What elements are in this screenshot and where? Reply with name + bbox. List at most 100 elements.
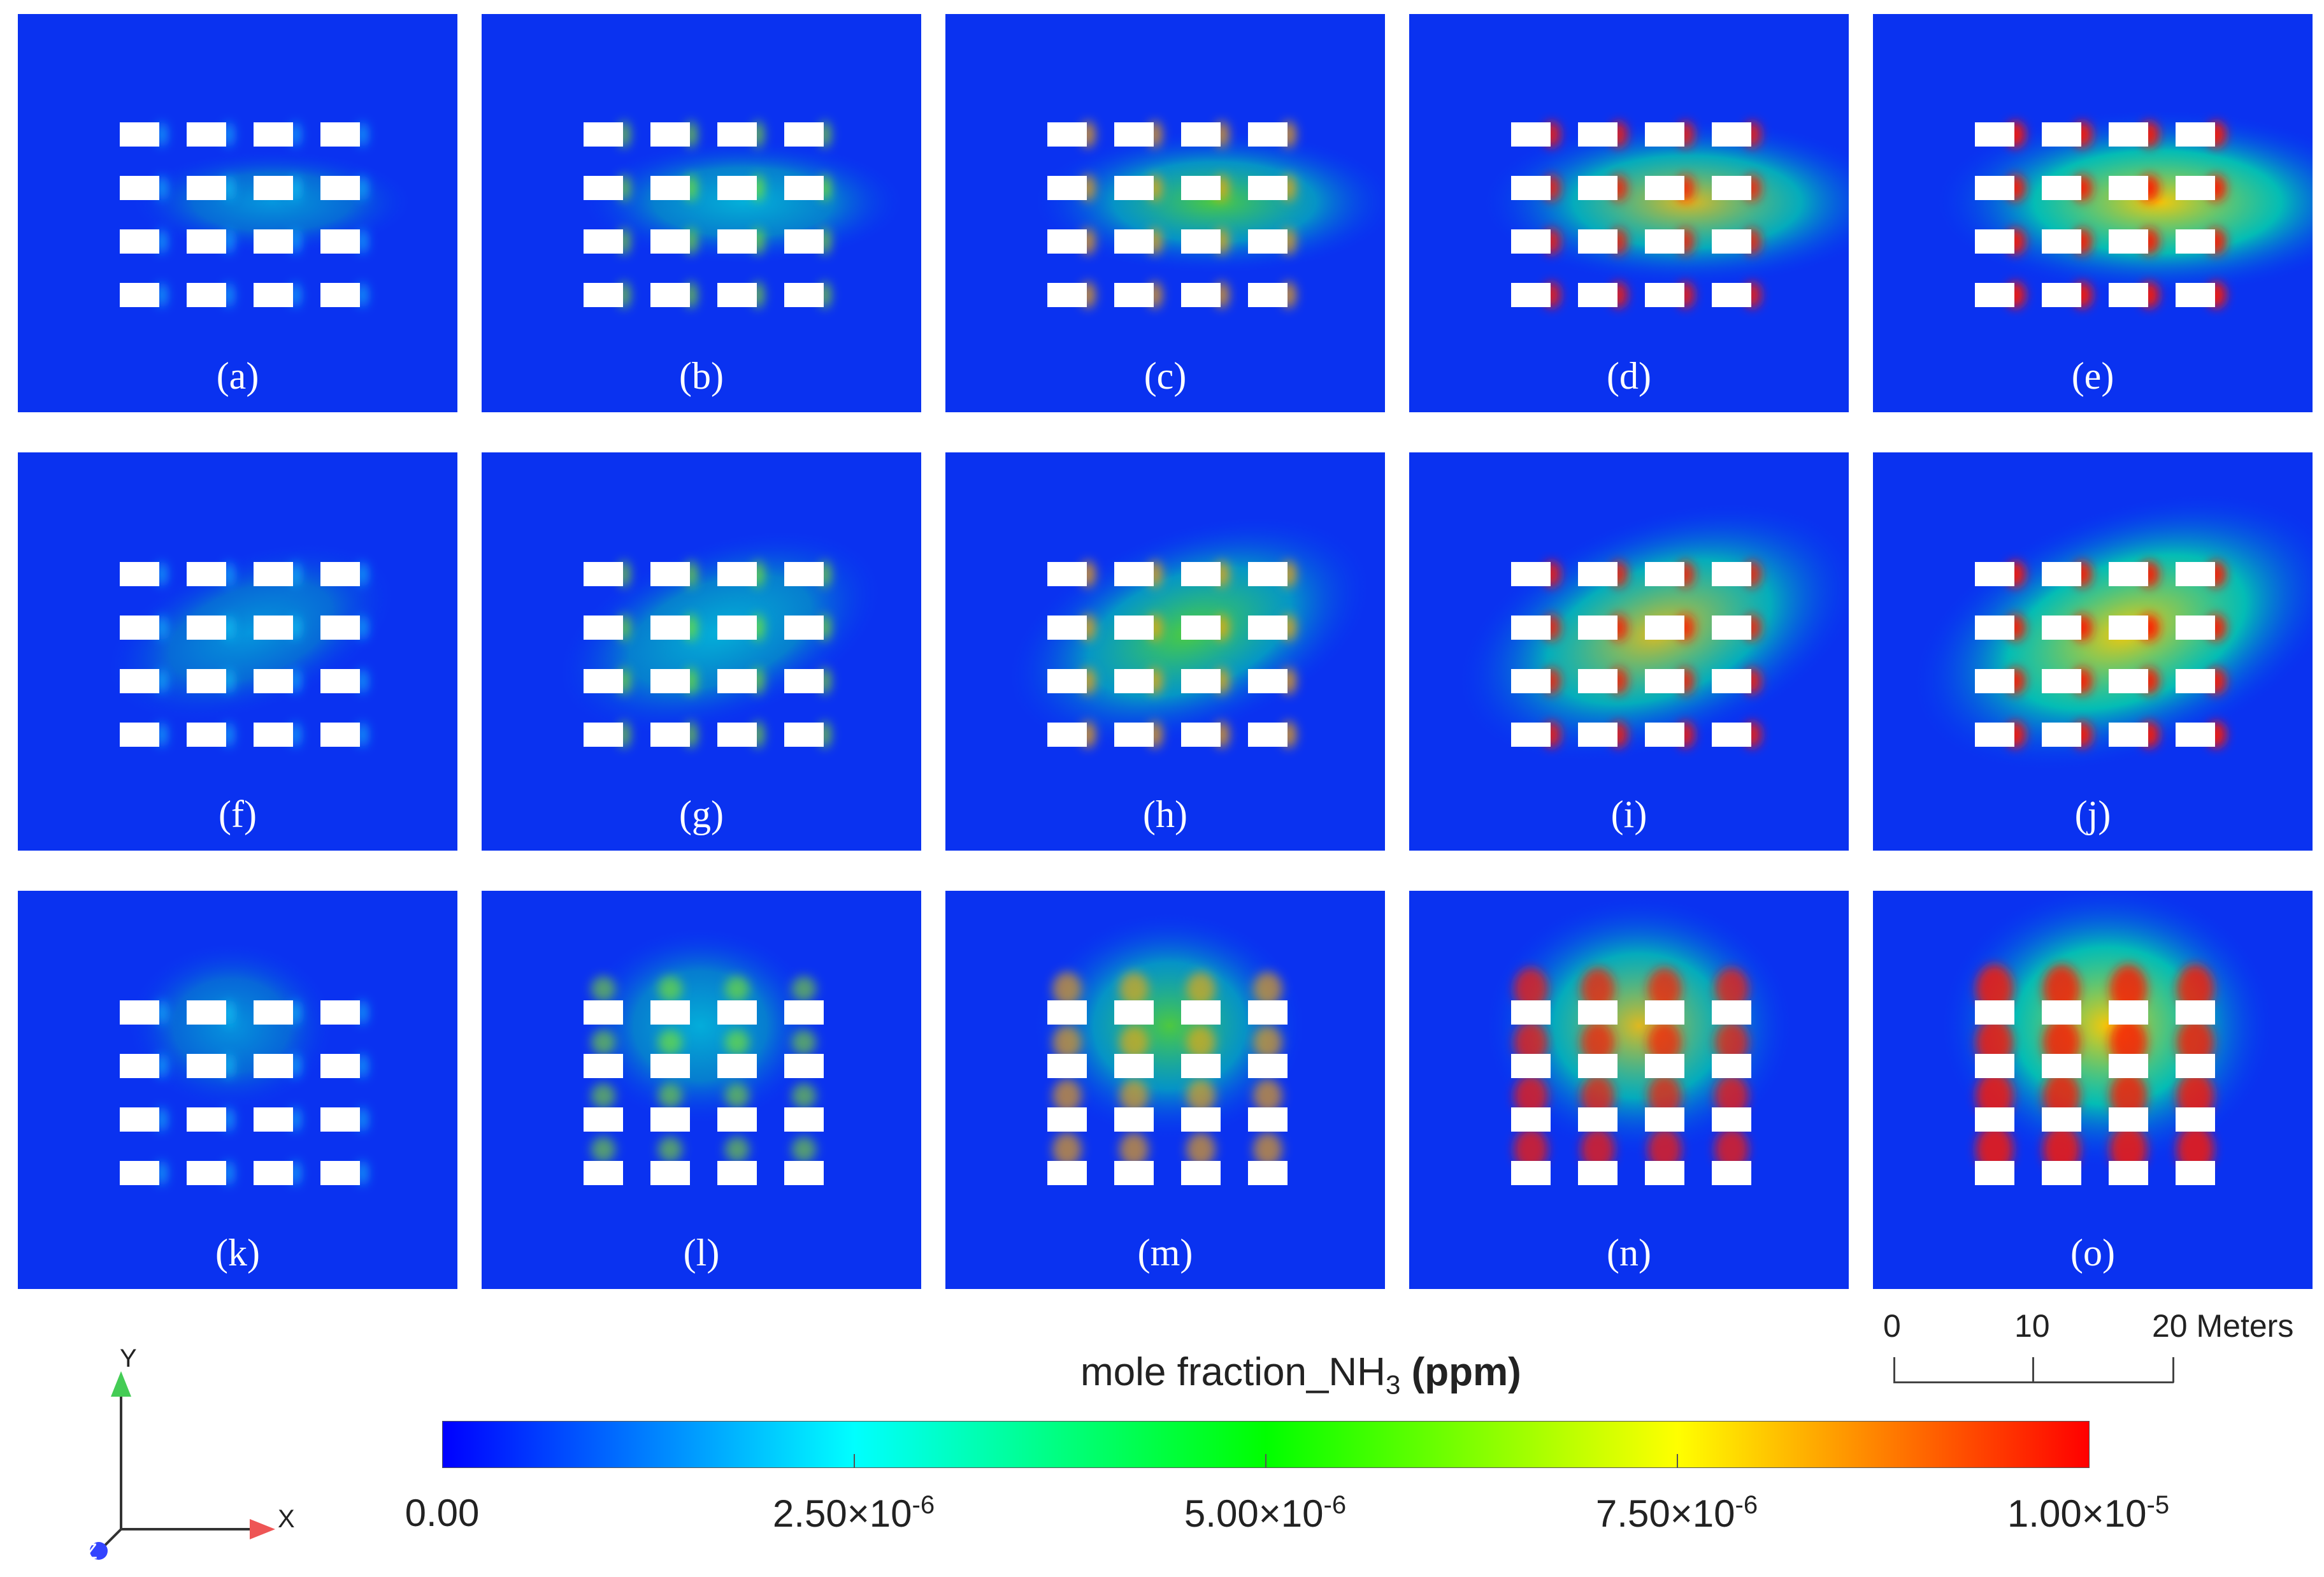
building-block [1181, 669, 1221, 693]
building-block [320, 616, 360, 640]
building-block [717, 176, 757, 200]
building-block [2176, 229, 2215, 254]
building-block [1181, 122, 1221, 147]
building-block [1578, 229, 1617, 254]
building-block [1114, 229, 1154, 254]
building-block [1047, 229, 1087, 254]
building-block [1975, 1054, 2014, 1078]
y-axis-label: Y [120, 1344, 137, 1372]
building-block [1114, 562, 1154, 586]
building-block [1511, 1054, 1551, 1078]
contour-field [945, 891, 1385, 1289]
building-block [1114, 616, 1154, 640]
building-block [2109, 283, 2148, 307]
building-block [120, 1107, 159, 1132]
y-axis-arrow-icon [111, 1371, 131, 1397]
building-block [187, 723, 226, 747]
building-block [1578, 723, 1617, 747]
building-block [1248, 562, 1288, 586]
panel-label: (d) [1607, 355, 1651, 397]
building-block [187, 562, 226, 586]
panel-label: (i) [1610, 793, 1647, 835]
building-block [1712, 1054, 1751, 1078]
building-block [584, 1107, 623, 1132]
building-block [1975, 723, 2014, 747]
building-block [1975, 669, 2014, 693]
building-block [1578, 1054, 1617, 1078]
building-block [784, 283, 824, 307]
building-block [784, 669, 824, 693]
building-block [584, 562, 623, 586]
building-block [2042, 616, 2081, 640]
building-block [1248, 723, 1288, 747]
building-block [1181, 1107, 1221, 1132]
contour-field [1409, 14, 1849, 412]
contour-field [482, 452, 921, 851]
building-block [1047, 283, 1087, 307]
building-block [1712, 122, 1751, 147]
building-block [650, 283, 690, 307]
contour-panel: (a) [18, 14, 457, 412]
building-block [1114, 1161, 1154, 1185]
building-block [1712, 1107, 1751, 1132]
panel-label: (j) [2074, 793, 2111, 835]
building-block [1181, 229, 1221, 254]
contour-field [18, 891, 457, 1289]
panel-label: (c) [1144, 355, 1187, 397]
building-block [2042, 229, 2081, 254]
building-block [120, 562, 159, 586]
building-block [1114, 283, 1154, 307]
building-block [1511, 616, 1551, 640]
colorbar-title-subscript: 3 [1385, 1369, 1401, 1400]
building-block [717, 669, 757, 693]
contour-panel: (e) [1873, 14, 2313, 412]
building-block [717, 1000, 757, 1025]
building-block [1645, 1054, 1684, 1078]
building-block [650, 1107, 690, 1132]
building-block [584, 616, 623, 640]
building-block [1712, 669, 1751, 693]
building-block [1511, 562, 1551, 586]
building-block [2176, 283, 2215, 307]
building-block [717, 616, 757, 640]
building-block [1975, 229, 2014, 254]
building-block [584, 1054, 623, 1078]
building-block [1047, 1161, 1087, 1185]
building-block [1511, 122, 1551, 147]
building-block [1578, 122, 1617, 147]
contour-panel: (n) [1409, 891, 1849, 1289]
building-block [1248, 122, 1288, 147]
building-block [1712, 562, 1751, 586]
building-block [1645, 1107, 1684, 1132]
building-block [1578, 669, 1617, 693]
building-block [120, 1000, 159, 1025]
building-block [320, 1161, 360, 1185]
building-block [717, 723, 757, 747]
colorbar-tick-label: 5.00×10-6 [1184, 1491, 1347, 1535]
building-block [1645, 723, 1684, 747]
building-block [254, 122, 293, 147]
building-block [120, 176, 159, 200]
building-block [120, 616, 159, 640]
building-block [650, 1000, 690, 1025]
building-block [784, 1000, 824, 1025]
colorbar-tick-mark [1265, 1454, 1266, 1468]
building-block [120, 1054, 159, 1078]
building-block [1114, 122, 1154, 147]
building-block [1248, 1000, 1288, 1025]
contour-field [1409, 452, 1849, 851]
building-block [320, 723, 360, 747]
building-block [2109, 616, 2148, 640]
building-block [1712, 229, 1751, 254]
building-block [320, 176, 360, 200]
scale-bar-tick-20: 20 Meters [2152, 1308, 2294, 1344]
building-block [254, 723, 293, 747]
building-block [650, 1054, 690, 1078]
building-block [254, 1161, 293, 1185]
panel-label: (o) [2070, 1232, 2115, 1274]
building-block [2176, 176, 2215, 200]
building-block [254, 669, 293, 693]
scale-bar-tick-0: 0 [1883, 1308, 1901, 1344]
building-block [650, 669, 690, 693]
building-block [650, 1161, 690, 1185]
